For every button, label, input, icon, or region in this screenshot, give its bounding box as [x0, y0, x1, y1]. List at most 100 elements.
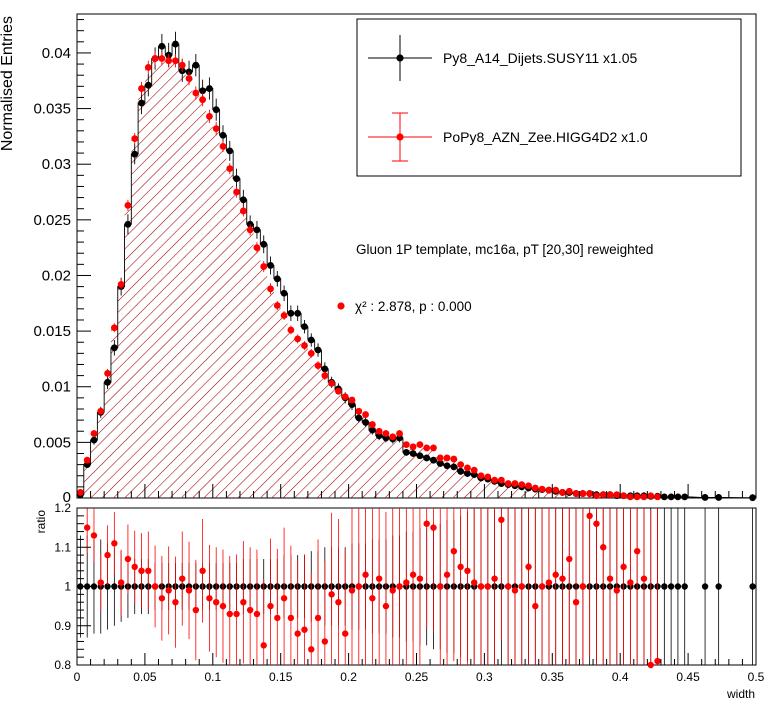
red-data-point	[110, 324, 118, 332]
red-data-point	[328, 379, 336, 387]
ratio-red-point	[308, 646, 315, 653]
ratio-red-point	[640, 575, 648, 582]
red-data-point	[287, 326, 295, 334]
black-data-point	[409, 450, 417, 457]
ratio-red-point	[511, 587, 519, 594]
ratio-y-axis-label: ratio	[34, 510, 48, 534]
ratio-red-point	[83, 524, 91, 531]
red-data-point	[409, 443, 417, 451]
black-data-point	[273, 275, 281, 283]
red-data-point	[640, 493, 648, 501]
x-tick-label: 0.45	[676, 670, 700, 684]
black-data-point	[253, 226, 261, 234]
ratio-black-point	[681, 583, 688, 590]
red-data-point	[185, 75, 193, 82]
ratio-red-point	[471, 579, 478, 586]
ratio-red-point	[335, 599, 342, 606]
ratio-red-point	[328, 591, 335, 598]
black-data-point	[368, 426, 376, 434]
red-data-point	[307, 349, 315, 357]
main-points-layer	[76, 31, 757, 502]
red-data-point	[599, 491, 607, 499]
black-data-point	[219, 131, 227, 139]
ratio-y-tick-label: 1	[64, 580, 71, 594]
ratio-red-point	[627, 579, 634, 586]
red-data-point	[565, 487, 573, 495]
x-tick-label: 0.35	[541, 670, 565, 684]
ratio-red-point	[233, 610, 240, 618]
red-data-point	[450, 455, 458, 463]
ratio-red-point	[226, 610, 233, 618]
black-data-point	[158, 42, 166, 50]
ratio-red-point	[633, 547, 641, 555]
ratio-red-point	[389, 587, 396, 594]
red-data-point	[219, 143, 227, 150]
ratio-red-point	[504, 583, 512, 590]
main-y-axis: 0.005 0.01 0.015 0.02 0.025 0.03 0.035 0.04 0	[33, 19, 91, 506]
red-data-point	[633, 493, 641, 501]
black-data-point	[280, 289, 288, 297]
red-data-point	[606, 491, 614, 499]
red-data-point	[314, 362, 322, 369]
ratio-red-point	[450, 547, 458, 555]
red-data-point	[559, 489, 566, 496]
black-data-point	[110, 344, 118, 352]
ratio-red-point	[355, 583, 362, 590]
ratio-red-point	[525, 563, 532, 571]
ratio-red-point	[342, 630, 349, 637]
black-data-point	[715, 494, 723, 501]
red-data-point	[76, 489, 84, 496]
black-data-point	[701, 494, 709, 501]
red-data-point	[491, 476, 498, 484]
ratio-red-point	[301, 626, 308, 633]
red-data-point	[131, 135, 139, 143]
ratio-y-tick-label: 1.1	[54, 540, 71, 554]
y-tick-label: 0.025	[33, 212, 71, 229]
ratio-red-point	[477, 583, 485, 590]
ratio-red-point	[423, 520, 430, 527]
black-data-point	[355, 414, 363, 422]
ratio-red-point	[287, 614, 295, 622]
ratio-red-point	[416, 575, 424, 582]
ratio-red-point	[593, 520, 600, 527]
red-data-point	[531, 484, 539, 492]
ratio-red-point	[613, 587, 621, 594]
ratio-red-point	[124, 555, 132, 563]
red-data-point	[165, 57, 173, 65]
ratio-black-point	[661, 583, 668, 590]
ratio-black-point	[715, 583, 722, 590]
red-data-point	[206, 112, 213, 120]
black-data-point	[124, 220, 132, 228]
red-data-point	[464, 464, 471, 472]
ratio-red-point	[620, 563, 627, 571]
red-data-point	[382, 430, 390, 437]
red-data-point	[654, 493, 661, 501]
black-data-point	[199, 87, 207, 95]
red-data-point	[212, 125, 220, 133]
black-data-point	[314, 346, 322, 354]
x-tick-label: 0.4	[612, 670, 629, 684]
ratio-black-point	[674, 583, 682, 590]
red-data-point	[144, 64, 152, 71]
ratio-red-point	[260, 642, 267, 649]
red-data-point	[226, 165, 234, 173]
red-data-point	[117, 280, 125, 288]
ratio-black-point	[111, 583, 118, 590]
y-tick-label: 0.005	[33, 434, 71, 451]
ratio-red-point	[409, 571, 417, 578]
black-data-point	[443, 462, 451, 470]
ratio-black-point	[749, 583, 756, 590]
ratio-red-point	[430, 524, 437, 531]
ratio-red-point	[443, 571, 451, 578]
black-data-point	[667, 493, 675, 501]
legend-marker-black	[368, 35, 432, 81]
ratio-red-point	[545, 579, 553, 586]
chi2-marker	[337, 302, 345, 310]
chi2-annotation: χ² : 2.878, p : 0.000	[355, 299, 472, 314]
ratio-x-axis: 0 0.05 0.1 0.15 0.2 0.25 0.3 0.35 0.4 0.45 0.5	[74, 653, 765, 684]
red-data-point	[389, 433, 397, 441]
ratio-red-point	[199, 567, 206, 574]
red-data-point	[260, 263, 268, 270]
red-data-point	[301, 342, 308, 349]
